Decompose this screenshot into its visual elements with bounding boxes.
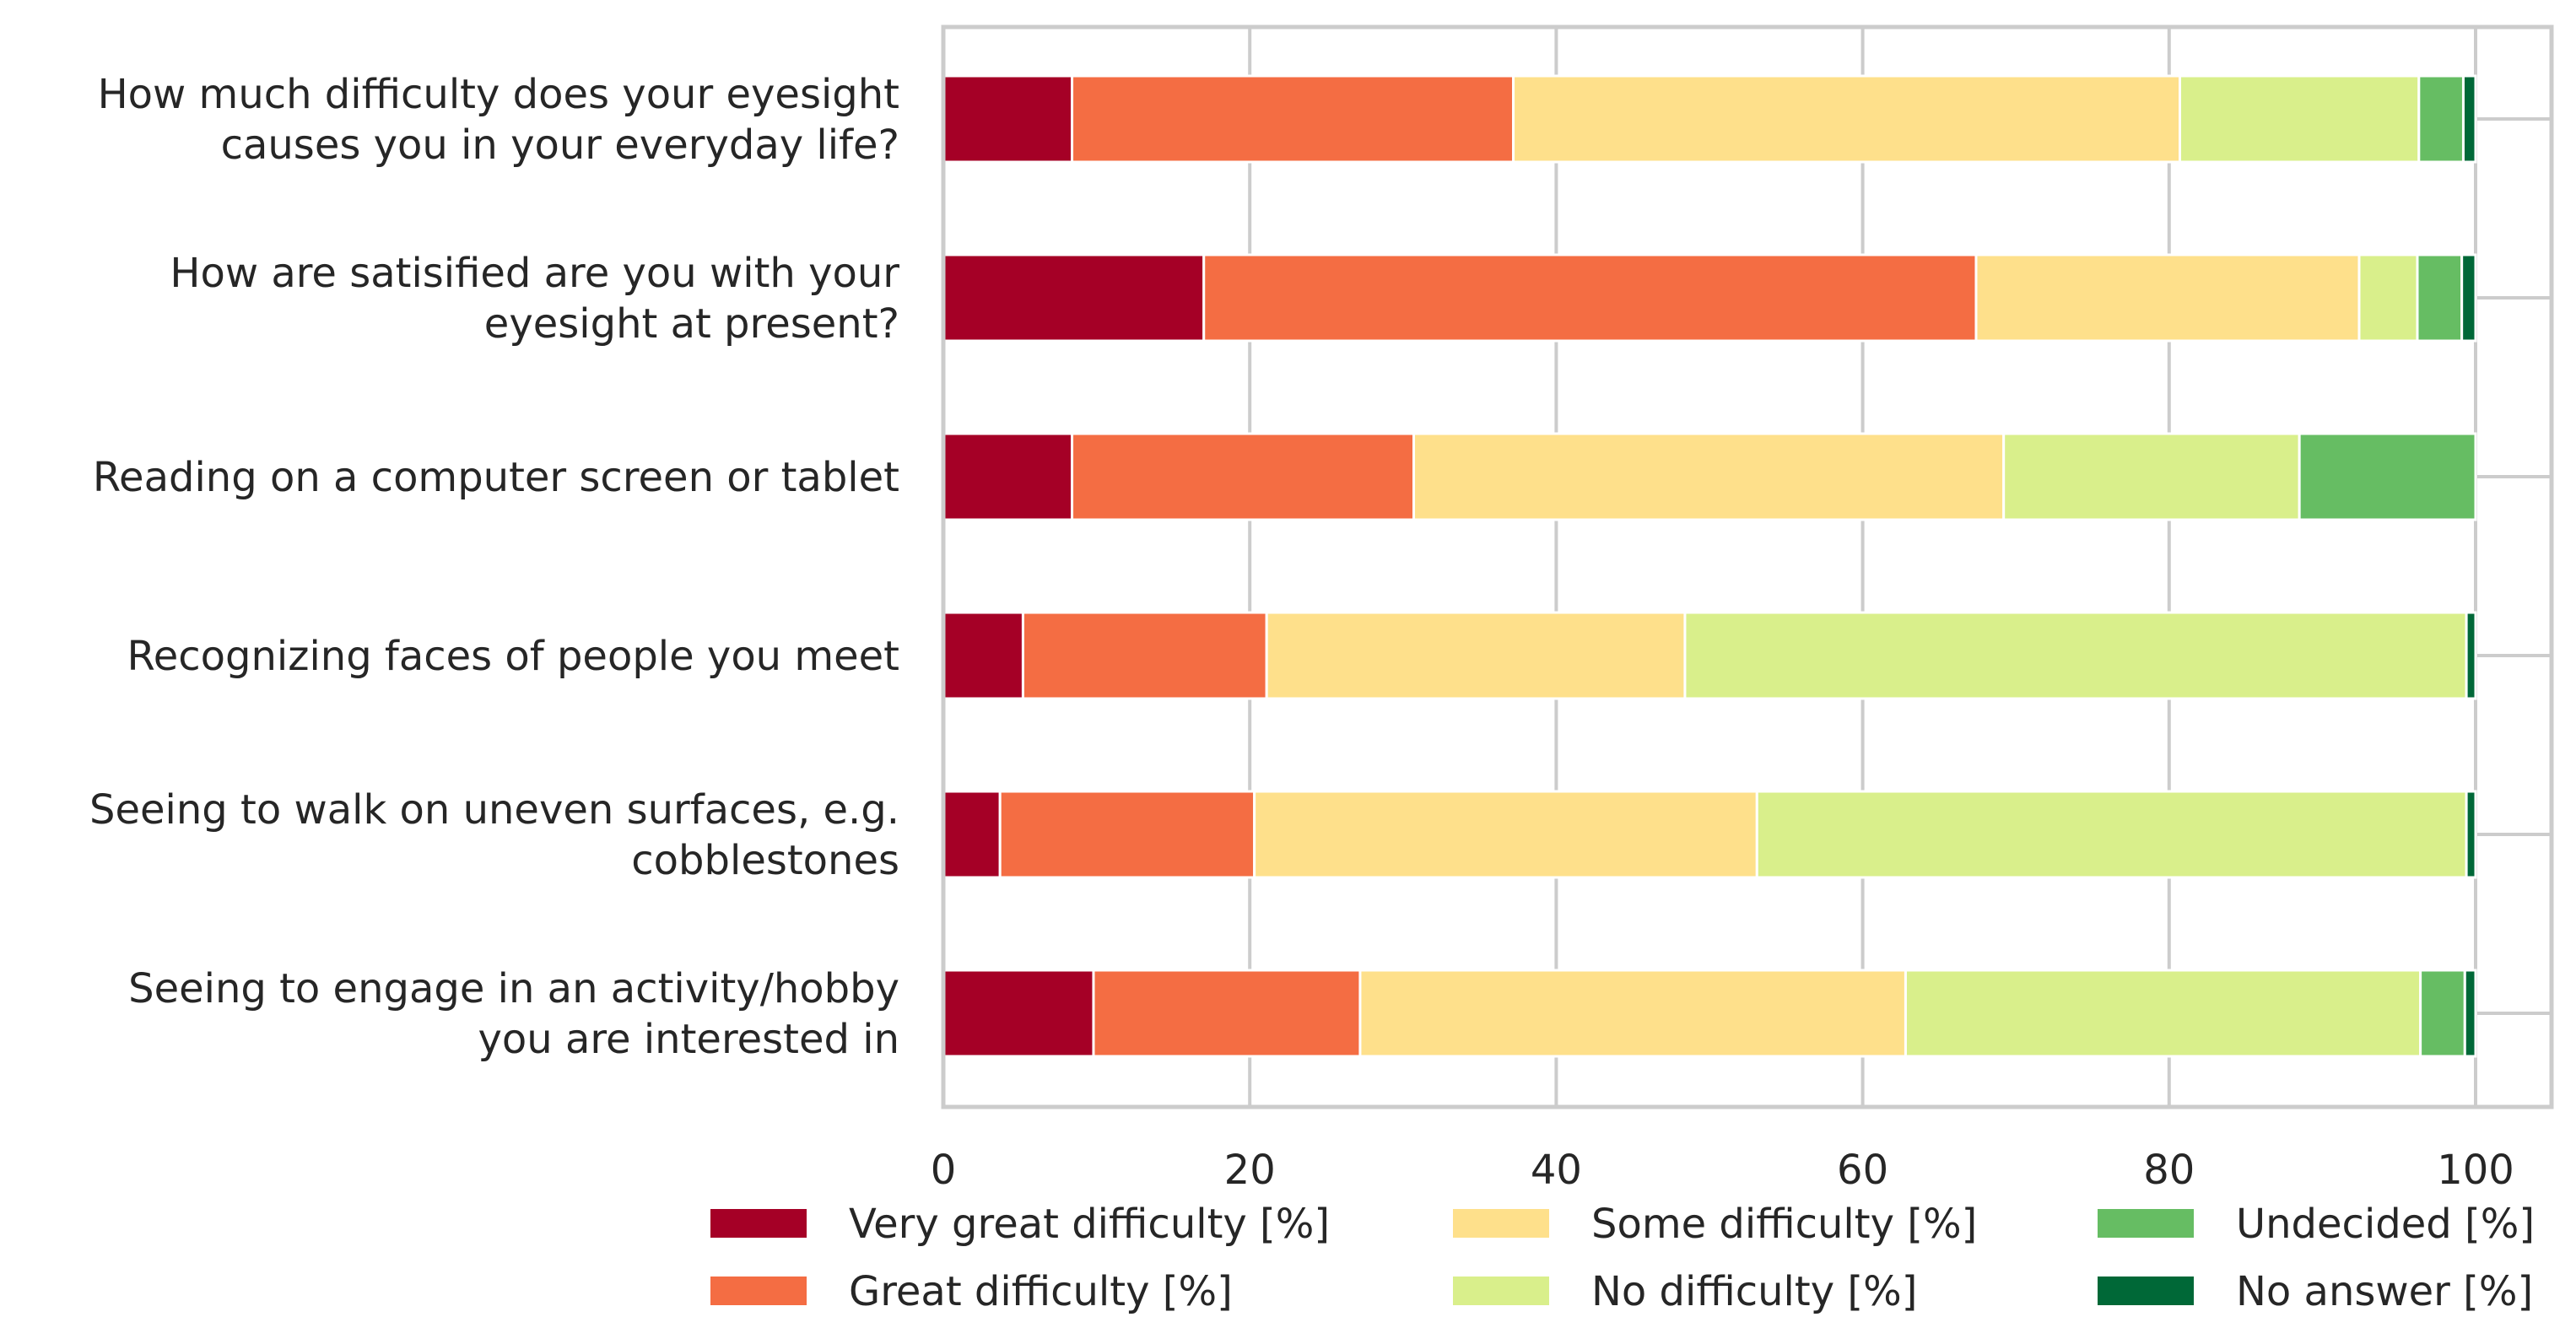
bar-segment-row1-series1 xyxy=(942,74,1074,164)
legend-swatch-4 xyxy=(1453,1277,1549,1305)
bar-segment-row6-series5 xyxy=(2419,969,2466,1058)
bar-segment-row3-series2 xyxy=(1071,432,1416,521)
legend-label-5: Undecided [%] xyxy=(2236,1201,2535,1248)
legend-item-5: Undecided [%] xyxy=(2098,1201,2535,1248)
y-category-label-1-line-1: How much difficulty does your eyesight xyxy=(98,71,899,118)
bar-segment-row6-series6 xyxy=(2463,969,2477,1058)
bar-segment-row2-series2 xyxy=(1202,253,1978,343)
legend-item-2: Great difficulty [%] xyxy=(710,1268,1233,1315)
x-tick-label-20: 20 xyxy=(1224,1147,1276,1194)
y-category-labels: How much difficulty does your eyesightca… xyxy=(89,71,899,1063)
legend-item-1: Very great difficulty [%] xyxy=(710,1201,1330,1248)
bar-segment-row3-series4 xyxy=(2002,432,2301,521)
bar-segment-row2-series4 xyxy=(2357,253,2419,343)
y-category-label-2-line-2: eyesight at present? xyxy=(484,300,899,348)
bar-segment-row4-series1 xyxy=(942,611,1024,700)
legend-label-1: Very great difficulty [%] xyxy=(849,1201,1330,1248)
y-category-label-4-line-1: Recognizing faces of people you meet xyxy=(127,633,899,680)
bar-segment-row5-series1 xyxy=(942,790,1002,879)
x-tick-label-0: 0 xyxy=(931,1147,957,1194)
x-tick-label-40: 40 xyxy=(1531,1147,1582,1194)
bar-segment-row1-series5 xyxy=(2417,74,2465,164)
bar-segment-row5-series3 xyxy=(1253,790,1758,879)
legend-item-4: No difficulty [%] xyxy=(1453,1268,1917,1315)
legend-item-3: Some difficulty [%] xyxy=(1453,1201,1977,1248)
legend-swatch-5 xyxy=(2098,1209,2194,1238)
legend-label-6: No answer [%] xyxy=(2236,1268,2533,1315)
y-category-label-1-line-2: causes you in your everyday life? xyxy=(221,121,899,169)
bar-segment-row1-series4 xyxy=(2179,74,2421,164)
x-tick-label-80: 80 xyxy=(2143,1147,2195,1194)
bar-segment-row6-series3 xyxy=(1358,969,1907,1058)
legend-swatch-1 xyxy=(710,1209,807,1238)
y-category-label-5-line-2: cobblestones xyxy=(631,837,899,884)
bar-segment-row2-series6 xyxy=(2460,253,2477,343)
bar-segment-row1-series2 xyxy=(1071,74,1515,164)
bar-segment-row1-series3 xyxy=(1512,74,2182,164)
bar-segment-row2-series3 xyxy=(1974,253,2361,343)
bar-segment-row4-series4 xyxy=(1683,611,2468,700)
legend-label-2: Great difficulty [%] xyxy=(849,1268,1233,1315)
bar-segment-row6-series4 xyxy=(1904,969,2422,1058)
bar-segment-row6-series1 xyxy=(942,969,1095,1058)
legend-swatch-6 xyxy=(2098,1277,2194,1305)
bar-segment-row3-series5 xyxy=(2298,432,2477,521)
bar-segment-row4-series6 xyxy=(2465,611,2477,700)
bar-segment-row2-series1 xyxy=(942,253,1206,343)
bar-segment-row3-series3 xyxy=(1412,432,2006,521)
bar-segment-row4-series2 xyxy=(1021,611,1268,700)
legend-item-6: No answer [%] xyxy=(2098,1268,2533,1315)
legend-swatch-2 xyxy=(710,1277,807,1305)
x-tick-label-60: 60 xyxy=(1837,1147,1888,1194)
bar-segment-row1-series6 xyxy=(2461,74,2477,164)
y-category-label-6-line-1: Seeing to engage in an activity/hobby xyxy=(128,965,899,1012)
x-tick-labels: 0 20 40 60 80 100 xyxy=(931,1147,2514,1194)
y-category-label-2-line-1: How are satisified are you with your xyxy=(170,250,899,297)
bar-segment-row5-series6 xyxy=(2465,790,2477,879)
legend-label-4: No difficulty [%] xyxy=(1591,1268,1917,1315)
legend: Very great difficulty [%] Great difficult… xyxy=(710,1201,2535,1315)
bar-segment-row5-series4 xyxy=(1755,790,2468,879)
legend-label-3: Some difficulty [%] xyxy=(1591,1201,1977,1248)
bar-segment-row2-series5 xyxy=(2416,253,2464,343)
bars xyxy=(942,74,2477,1058)
bar-segment-row4-series3 xyxy=(1265,611,1687,700)
bar-segment-row3-series1 xyxy=(942,432,1074,521)
x-tick-label-100: 100 xyxy=(2437,1147,2514,1194)
plot-frame xyxy=(941,24,2554,1109)
y-category-label-5-line-1: Seeing to walk on uneven surfaces, e.g. xyxy=(89,786,899,834)
bar-segment-row5-series2 xyxy=(998,790,1256,879)
bar-segment-row6-series2 xyxy=(1092,969,1362,1058)
y-category-label-6-line-2: you are interested in xyxy=(478,1016,900,1063)
y-category-label-3-line-1: Reading on a computer screen or tablet xyxy=(93,454,899,501)
legend-swatch-3 xyxy=(1453,1209,1549,1238)
